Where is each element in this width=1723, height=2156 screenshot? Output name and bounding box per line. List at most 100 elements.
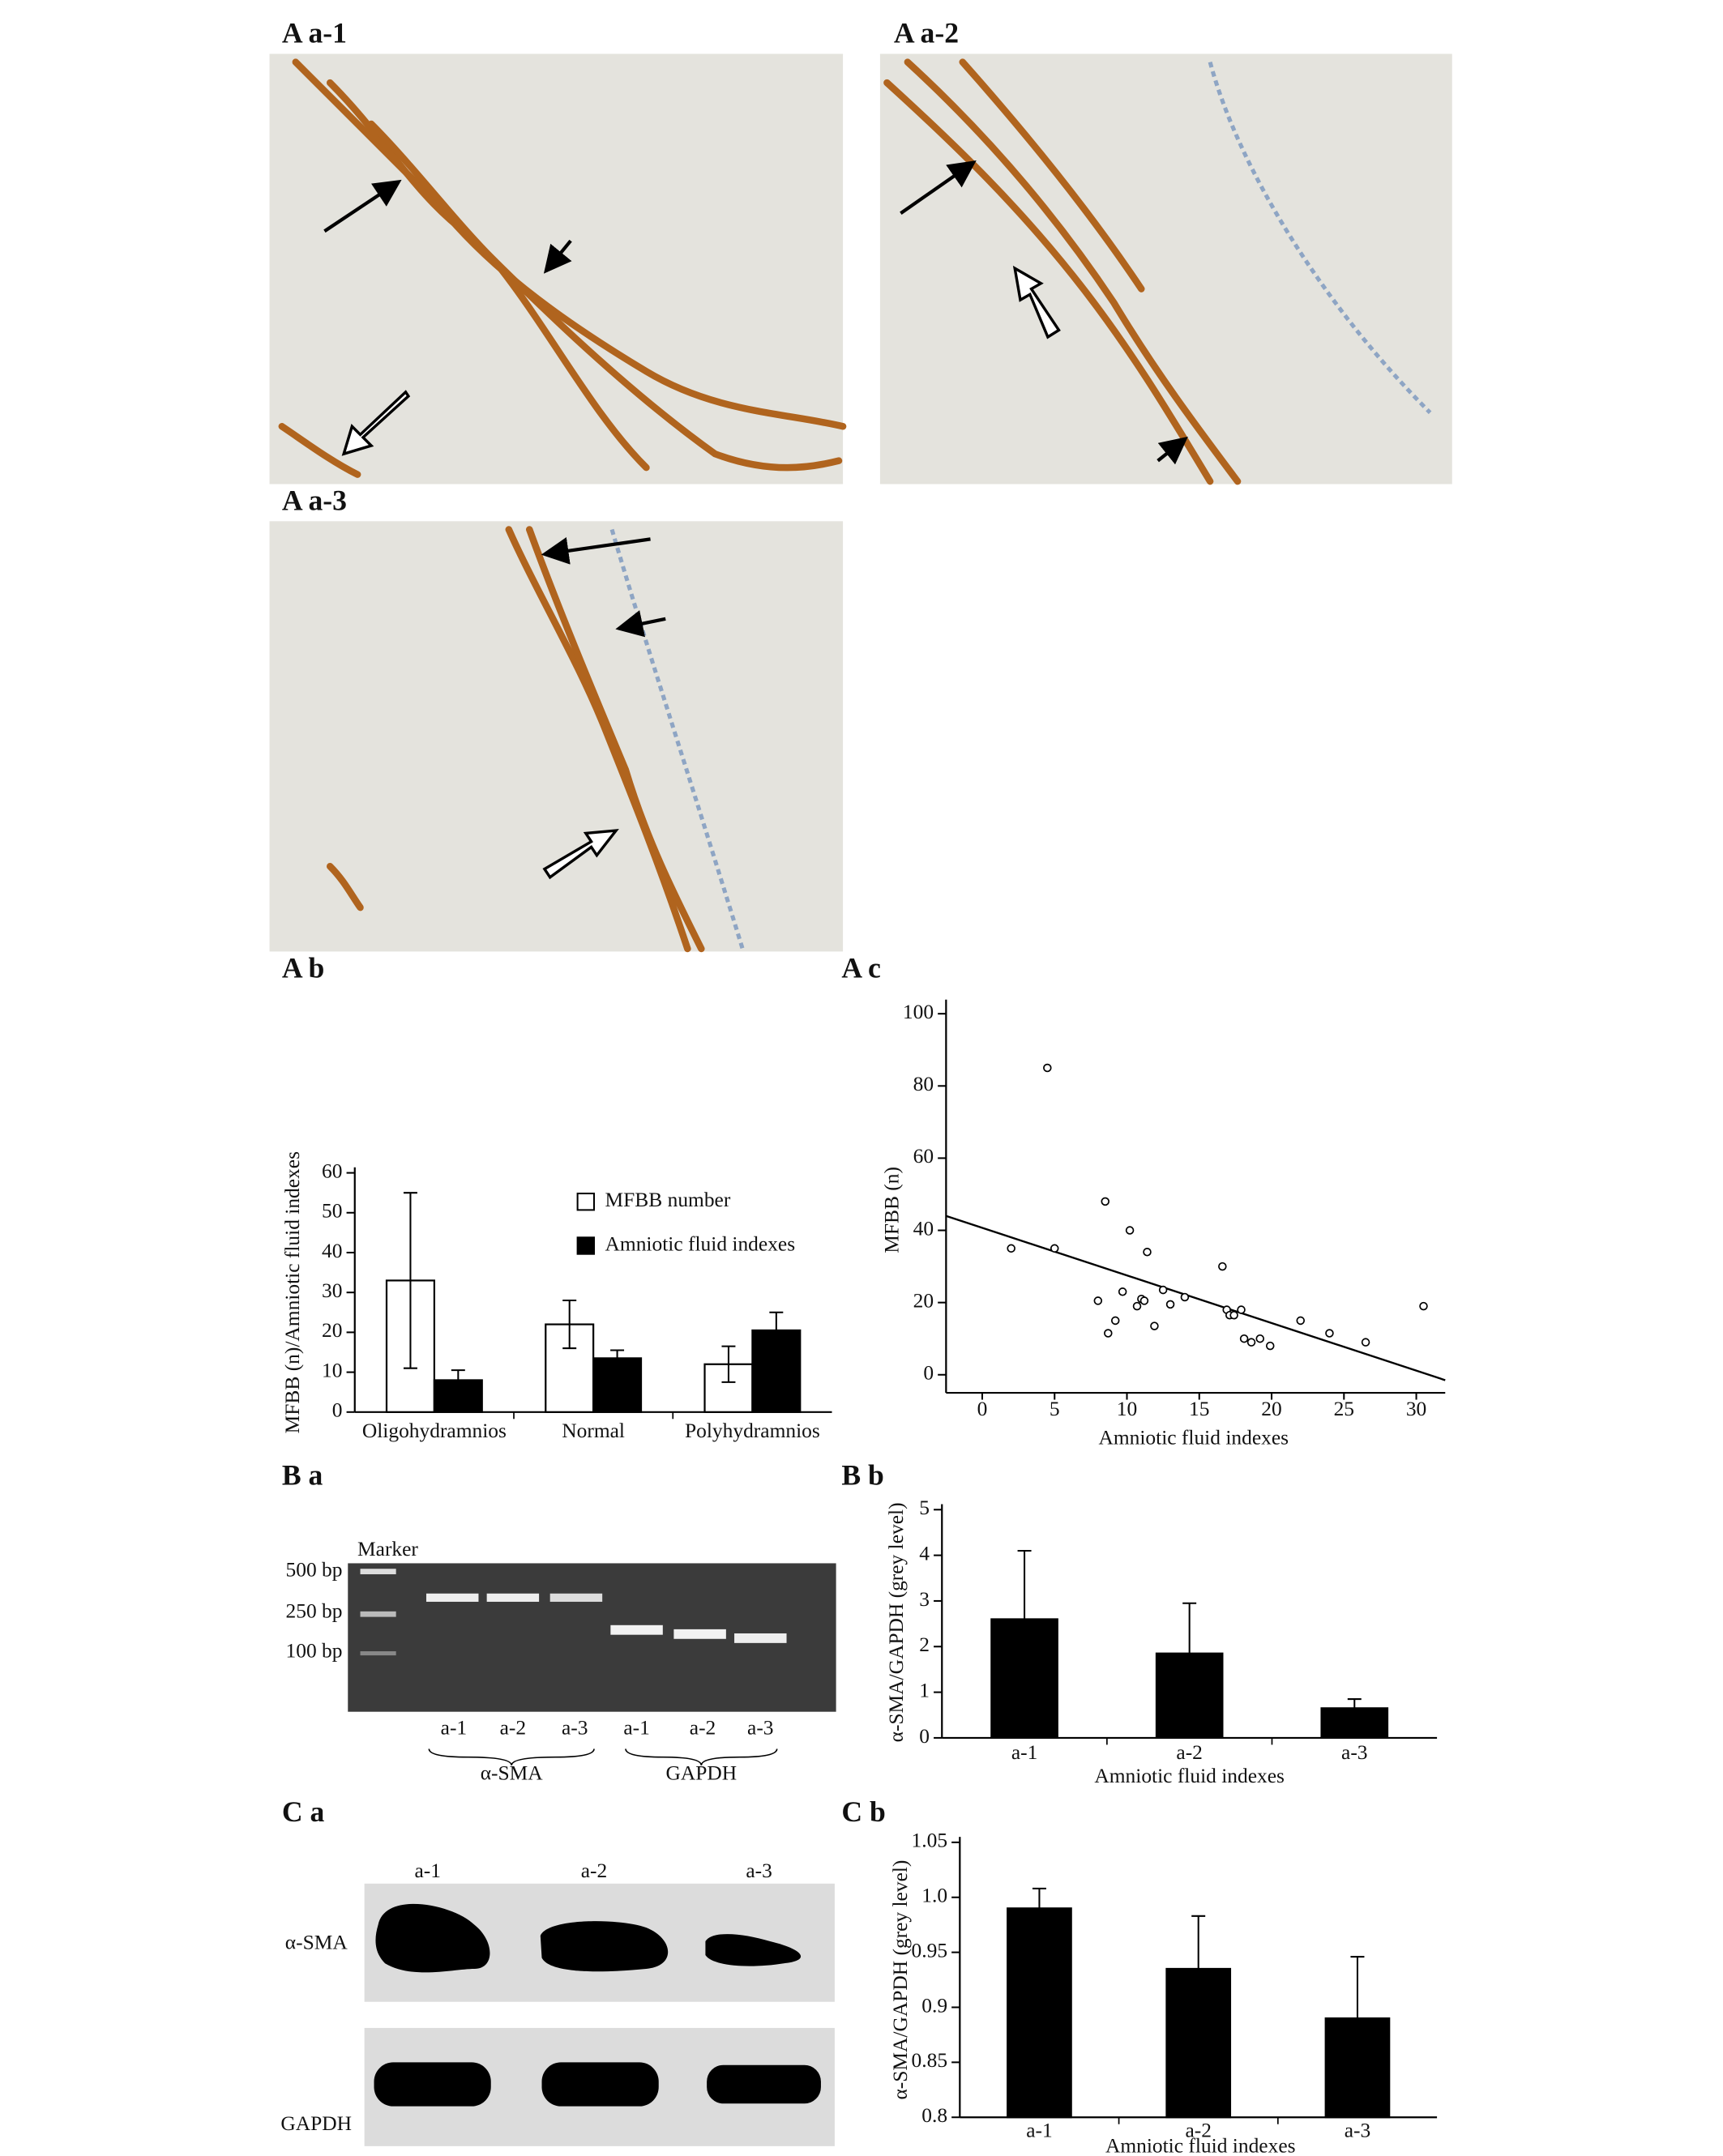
point	[1265, 1341, 1275, 1351]
blot-row-label: α-SMA	[285, 1930, 348, 1953]
blot-lane-label: a-2	[581, 1859, 607, 1882]
blot-row-label: GAPDH	[280, 2111, 352, 2135]
panel-label: A c	[841, 951, 880, 984]
gel-lane-label: a-1	[623, 1716, 649, 1740]
bar	[1007, 1907, 1072, 2119]
y-tick-label: 40	[322, 1239, 342, 1262]
y-tick-label: 80	[913, 1072, 934, 1095]
legend-label: Amniotic fluid indexes	[605, 1232, 796, 1255]
panel-label: A b	[282, 951, 324, 984]
legend-swatch	[576, 1236, 596, 1255]
point	[1361, 1338, 1370, 1347]
panel-label: A a-1	[282, 17, 347, 49]
x-tick-label: a-2	[1185, 2119, 1211, 2142]
point	[1050, 1244, 1059, 1253]
y-tick-label: 0	[332, 1398, 343, 1422]
point	[1043, 1063, 1052, 1073]
micrograph	[269, 53, 847, 485]
x-axis-label: Amniotic fluid indexes	[1105, 2133, 1296, 2156]
x-axis-label: Amniotic fluid indexes	[1098, 1426, 1289, 1449]
bar	[1324, 2017, 1391, 2119]
y-tick-label: 0.85	[912, 2048, 948, 2072]
x-tick-label: 30	[1406, 1397, 1426, 1420]
y-tick-label: 1.05	[912, 1829, 948, 1852]
y-tick-label: 0.95	[912, 1938, 948, 1962]
micrograph	[269, 521, 844, 953]
y-tick-label: 50	[322, 1199, 342, 1223]
y-tick-label: 0.8	[921, 2103, 947, 2127]
gel-size-label: 500 bp	[286, 1557, 343, 1581]
panel-label: B b	[841, 1458, 883, 1491]
x-tick-label: 0	[977, 1397, 988, 1420]
legend-label: MFBB number	[605, 1188, 731, 1211]
y-tick-label: 3	[919, 1587, 930, 1611]
y-tick-label: 60	[322, 1159, 342, 1182]
y-axis-label: α-SMA/GAPDH (grey level)	[888, 1860, 912, 2100]
x-tick-label: Oligohydramnios	[362, 1419, 507, 1442]
point	[1237, 1305, 1246, 1314]
point	[1101, 1197, 1109, 1206]
y-tick-label: 1.0	[921, 1884, 947, 1907]
point	[1165, 1300, 1175, 1309]
point	[1296, 1316, 1305, 1326]
point	[1229, 1310, 1238, 1320]
point	[1180, 1292, 1190, 1302]
panel-label: B a	[282, 1458, 323, 1491]
panel-label: A a-2	[894, 17, 959, 49]
gel-lane-label: a-2	[690, 1716, 716, 1740]
point	[1255, 1334, 1265, 1343]
y-tick-label: 5	[919, 1496, 930, 1519]
gel-marker-label: Marker	[357, 1537, 418, 1560]
x-tick-label: 20	[1261, 1397, 1281, 1420]
y-tick-label: 1	[919, 1678, 930, 1701]
x-tick-label: a-2	[1176, 1740, 1202, 1764]
y-axis-label: α-SMA/GAPDH (grey level)	[884, 1502, 908, 1742]
point	[1143, 1248, 1152, 1257]
point	[1218, 1262, 1227, 1271]
y-tick-label: 20	[322, 1318, 342, 1342]
blot-lane-label: a-1	[414, 1859, 440, 1882]
x-tick-label: Normal	[562, 1419, 625, 1442]
gel-lane-label: a-2	[500, 1716, 526, 1740]
y-tick-label: 0.9	[921, 1993, 947, 2017]
x-axis-label: Amniotic fluid indexes	[1094, 1764, 1285, 1787]
x-tick-label: 15	[1189, 1397, 1209, 1420]
point	[1239, 1334, 1249, 1343]
point	[1139, 1296, 1149, 1305]
y-axis-label: MFBB (n)	[880, 1167, 904, 1253]
panel-label: A a-3	[282, 484, 347, 516]
point	[1158, 1285, 1168, 1295]
x-tick-label: 25	[1334, 1397, 1354, 1420]
y-tick-label: 30	[322, 1279, 342, 1302]
x-tick-label: 10	[1117, 1397, 1137, 1420]
y-tick-label: 0	[923, 1361, 934, 1385]
gel-group-label: α-SMA	[481, 1761, 544, 1785]
point	[1132, 1301, 1142, 1311]
x-tick-label: 5	[1050, 1397, 1060, 1420]
x-tick-label: a-3	[1341, 1740, 1367, 1764]
y-tick-label: 10	[322, 1358, 342, 1381]
point	[1007, 1244, 1015, 1253]
point	[1110, 1316, 1120, 1326]
y-tick-label: 2	[919, 1633, 930, 1656]
x-tick-label: a-1	[1026, 2119, 1052, 2142]
gel-group-label: GAPDH	[666, 1761, 738, 1785]
trend-line	[945, 1215, 1446, 1381]
y-tick-label: 40	[913, 1216, 934, 1240]
y-tick-label: 100	[903, 1000, 934, 1023]
gel-lane-label: a-3	[562, 1716, 588, 1740]
bar	[1155, 1652, 1224, 1740]
point	[1093, 1296, 1103, 1305]
point	[1125, 1226, 1135, 1235]
gel-lane-label: a-3	[747, 1716, 773, 1740]
x-tick-label: a-1	[1011, 1740, 1037, 1764]
bar	[1165, 1967, 1232, 2119]
bar	[990, 1618, 1058, 1740]
point	[1246, 1338, 1256, 1347]
gel-image	[348, 1563, 836, 1766]
blot-image	[364, 1883, 835, 2146]
x-tick-label: Polyhydramnios	[685, 1419, 820, 1442]
y-tick-label: 20	[913, 1288, 934, 1312]
gel-size-label: 250 bp	[286, 1599, 343, 1622]
